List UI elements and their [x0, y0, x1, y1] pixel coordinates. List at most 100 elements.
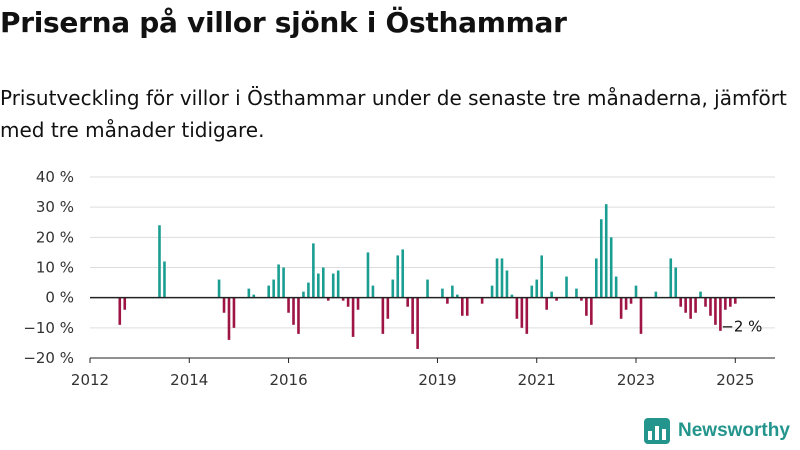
bar: [312, 243, 315, 298]
bar: [351, 297, 355, 337]
y-tick-label: 30 %: [36, 198, 74, 216]
bar: [540, 255, 543, 298]
gridlines: [90, 176, 775, 359]
bars: [118, 204, 737, 349]
bar: [654, 291, 658, 298]
bar: [699, 291, 702, 298]
bar-chart: 40 % 30 % 20 % 10 % 0 % −10 % −20 % 2012 2014 201…: [23, 168, 775, 389]
bar: [604, 204, 608, 298]
bar: [381, 297, 385, 334]
bar: [505, 270, 509, 298]
bar: [525, 297, 529, 334]
bar: [451, 285, 454, 298]
x-tick-label: 2012: [71, 371, 109, 389]
bar: [272, 279, 275, 298]
bar: [386, 297, 390, 319]
bar: [510, 294, 514, 298]
axes: [89, 296, 775, 363]
x-tick-label: 2025: [716, 371, 754, 389]
bar: [307, 282, 310, 298]
x-tick-label: 2023: [617, 371, 655, 389]
bar: [495, 258, 499, 298]
bar: [595, 258, 598, 298]
bar: [411, 297, 414, 334]
bar: [401, 249, 405, 298]
bar: [282, 267, 285, 298]
bar: [460, 297, 464, 316]
bar: [719, 297, 722, 331]
bar: [341, 297, 345, 301]
bar: [252, 294, 256, 298]
bar: [614, 276, 618, 298]
y-tick-label: −10 %: [23, 319, 74, 337]
bar: [733, 297, 737, 304]
bar: [674, 267, 678, 298]
x-tick-label: 2021: [518, 371, 556, 389]
bar: [634, 285, 638, 298]
tick-labels: 40 % 30 % 20 % 10 % 0 % −10 % −20 % 2012 2014 201…: [23, 168, 762, 389]
bar: [371, 285, 375, 298]
bar: [500, 258, 504, 298]
bar: [609, 237, 613, 298]
bar: [550, 291, 553, 298]
bar: [545, 297, 548, 310]
bar: [247, 288, 251, 298]
bar: [679, 297, 682, 307]
bar: [480, 297, 484, 304]
bar: [292, 297, 295, 325]
bar: [575, 288, 578, 298]
y-tick-label: −20 %: [23, 349, 74, 367]
bar: [336, 270, 340, 298]
x-tick-label: 2019: [418, 371, 456, 389]
bar: [585, 297, 588, 316]
bar: [366, 252, 370, 298]
bar: [222, 297, 226, 313]
bar: [287, 297, 290, 313]
bar: [441, 288, 444, 298]
bar: [565, 276, 568, 298]
bar: [232, 297, 236, 328]
bar: [322, 267, 325, 298]
brand-name: Newsworthy: [678, 420, 790, 441]
bar: [456, 294, 459, 298]
bar: [520, 297, 524, 328]
bar: [624, 297, 628, 310]
bar: [346, 297, 350, 307]
bar: [724, 297, 727, 310]
bar: [465, 297, 469, 316]
bar: [599, 219, 603, 298]
y-tick-label: 20 %: [36, 228, 74, 246]
x-tick-label: 2016: [269, 371, 307, 389]
bar: [391, 279, 395, 298]
bar: [555, 297, 558, 301]
bar: [326, 297, 330, 301]
bar: [267, 285, 270, 298]
bar: [416, 297, 419, 349]
bar: [302, 291, 305, 298]
bar: [217, 279, 221, 298]
bar: [426, 279, 429, 298]
bar: [590, 297, 593, 325]
bar: [694, 297, 697, 313]
bar: [297, 297, 300, 334]
bar: [530, 285, 534, 298]
latest-value-annotation: −2 %: [721, 318, 762, 336]
bar: [317, 273, 320, 298]
bar: [515, 297, 519, 319]
bar: [639, 297, 643, 334]
bar: [729, 297, 732, 307]
y-tick-label: 40 %: [36, 168, 74, 186]
bar: [163, 261, 166, 298]
y-tick-label: 0 %: [45, 289, 74, 307]
bar: [619, 297, 623, 319]
bar: [158, 225, 161, 298]
bar: [118, 297, 122, 325]
bar: [356, 297, 360, 310]
bar: [227, 297, 231, 340]
bar: [669, 258, 673, 298]
newsworthy-logo[interactable]: Newsworthy: [644, 418, 790, 444]
bar: [406, 297, 409, 307]
bar: [490, 285, 494, 298]
bar: [704, 297, 707, 307]
bar: [331, 273, 335, 298]
